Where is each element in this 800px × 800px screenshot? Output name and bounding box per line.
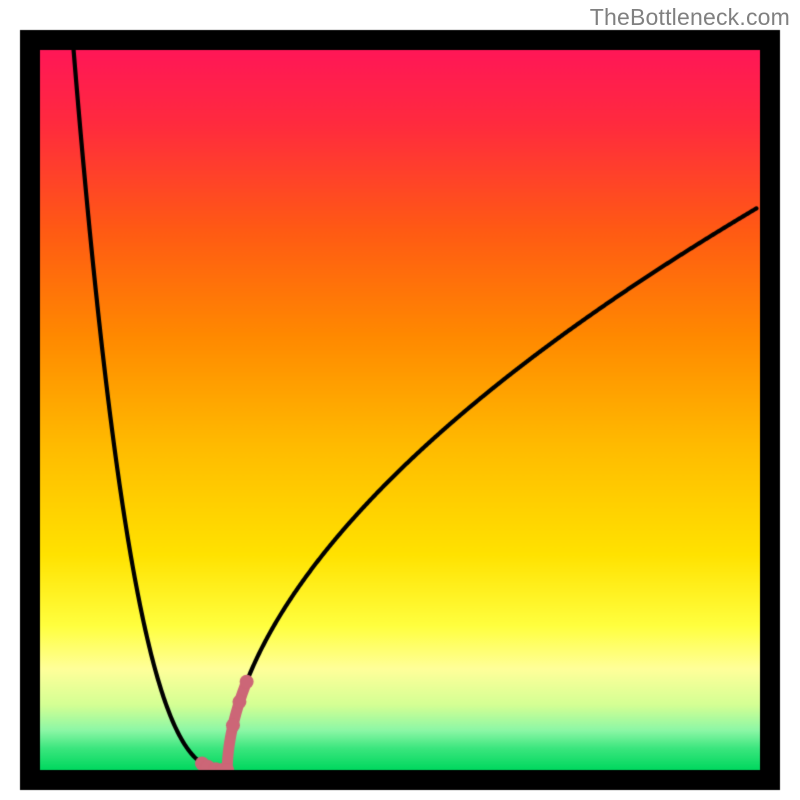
stage: TheBottleneck.com [0, 0, 800, 800]
bottleneck-chart [0, 0, 800, 800]
